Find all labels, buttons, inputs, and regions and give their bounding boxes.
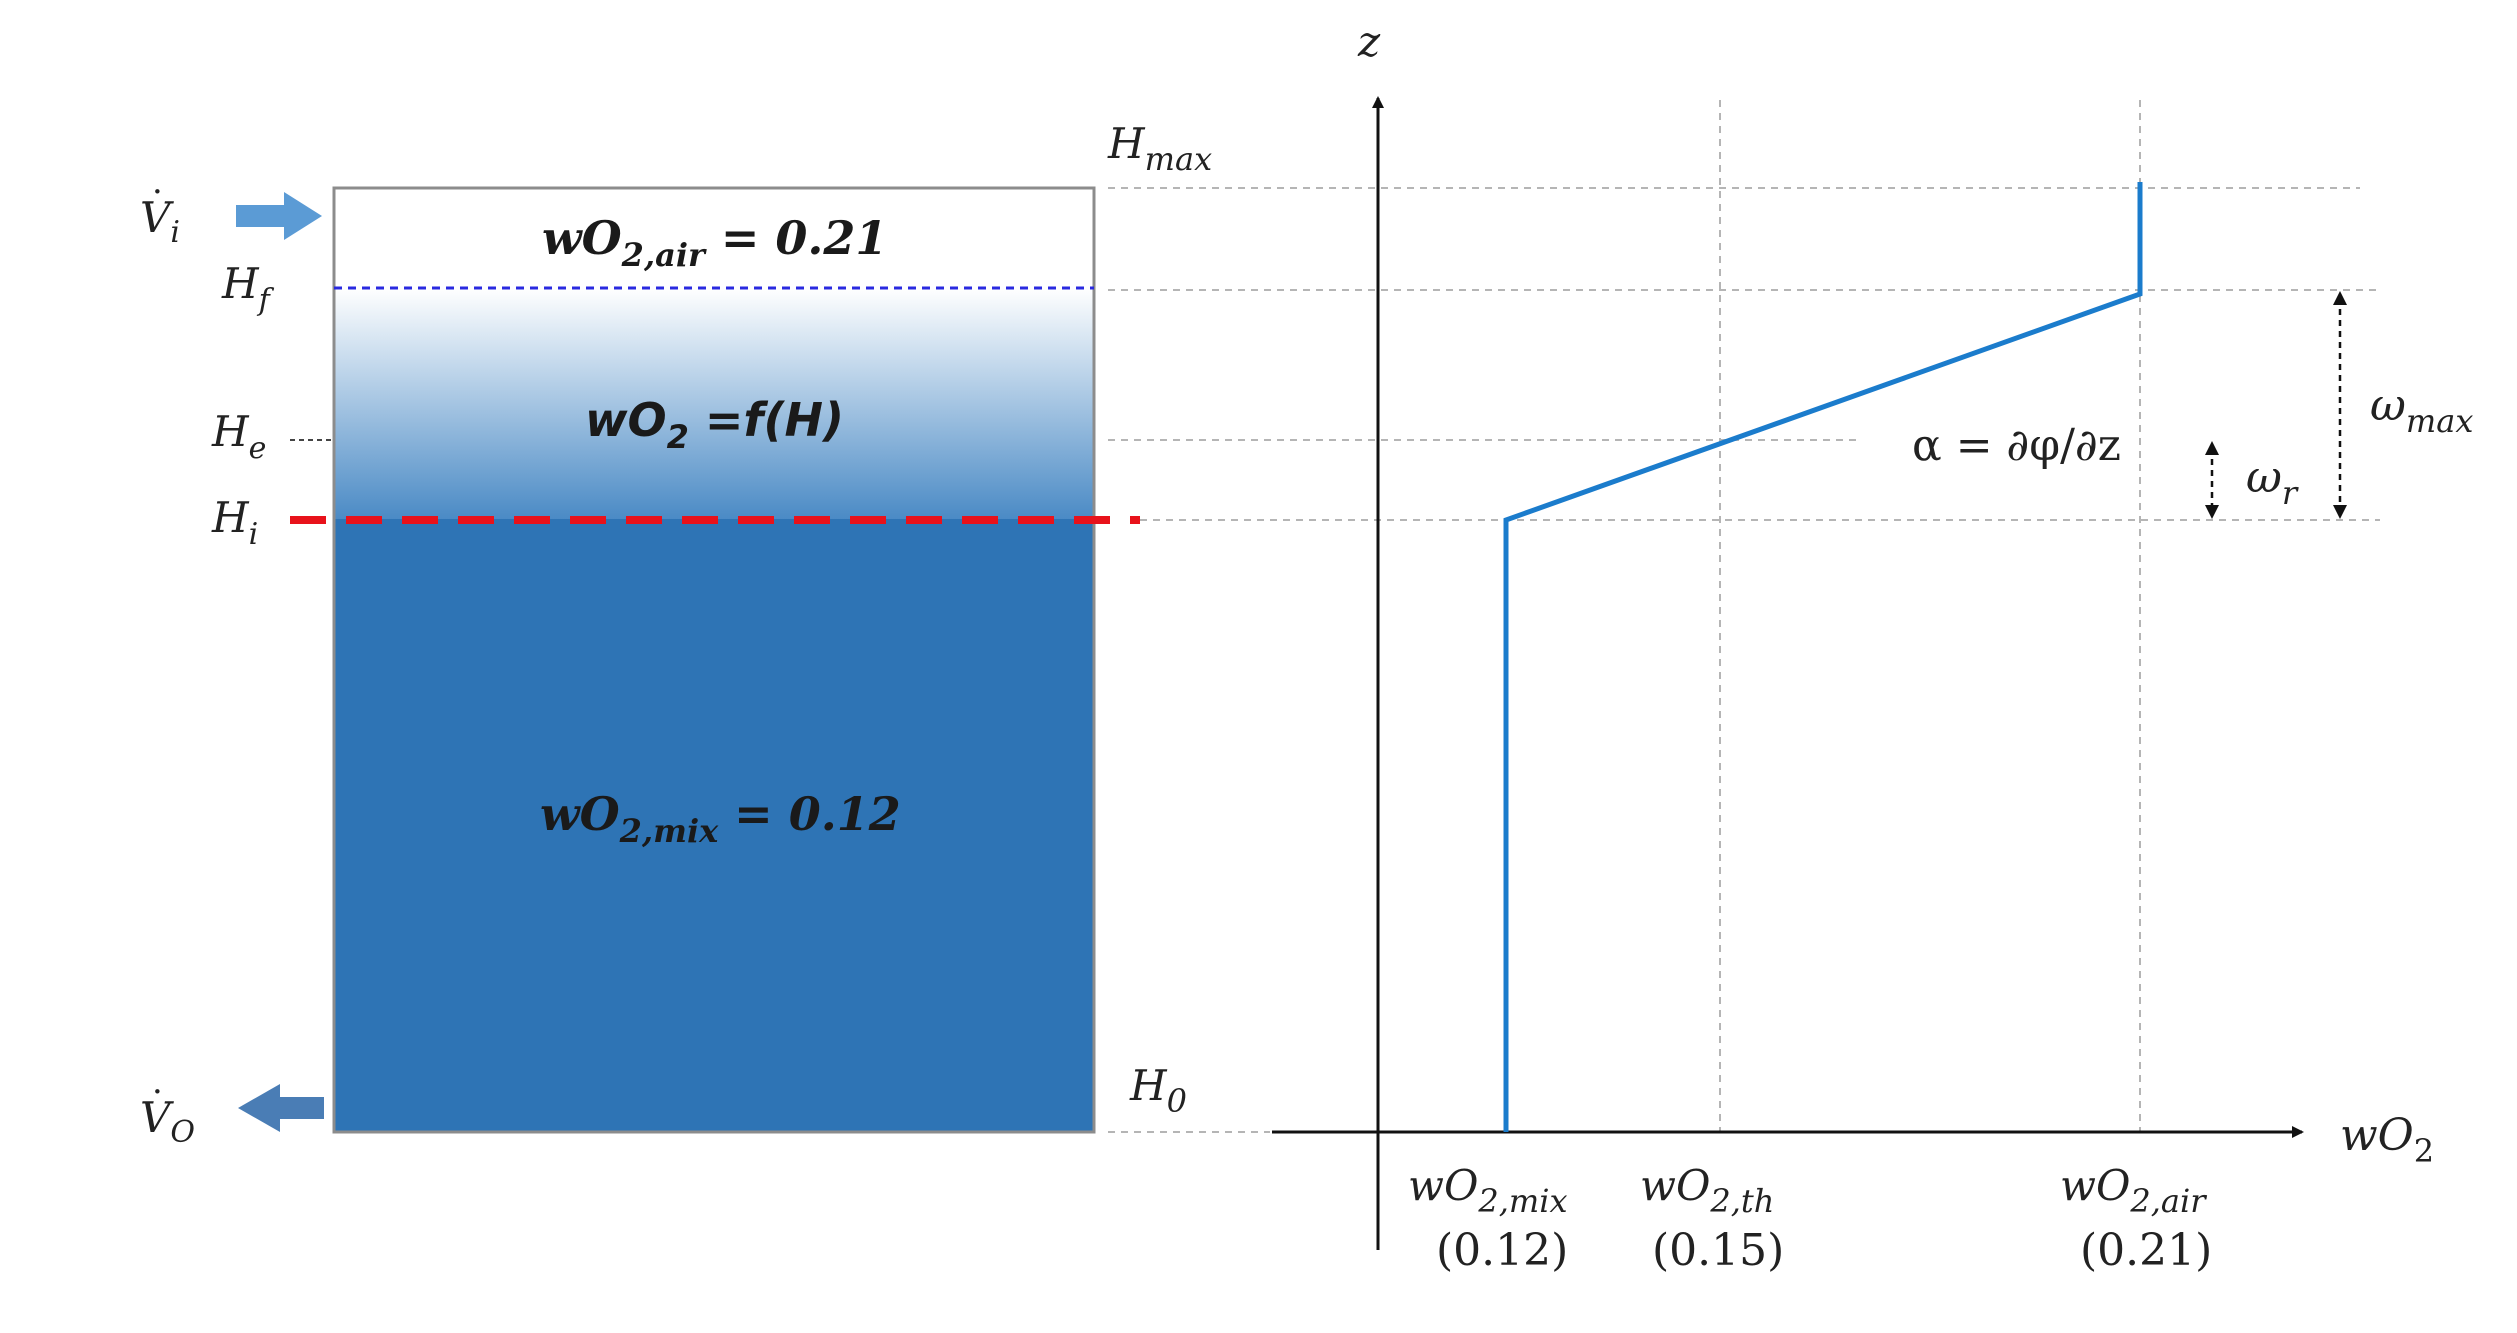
inflow-label: Vi (140, 193, 180, 250)
level-guides (1108, 187, 2380, 1133)
mix-fraction-label: wO2,mix = 0.12 (540, 787, 901, 850)
tank-outline (332, 186, 1096, 1134)
mix-zone (334, 519, 1094, 1132)
outflow-dot: · (152, 1072, 163, 1112)
air-zone (334, 188, 1094, 290)
z-axis-label: z (1357, 17, 1381, 66)
level-he-label: He (211, 407, 266, 466)
fraction-guides (1719, 100, 2141, 1132)
omega-max-label: ωmax (2370, 380, 2473, 440)
outflow-label: VO (140, 1093, 195, 1150)
tick-air-label: wO2,air (2060, 1161, 2207, 1220)
oxygen-profile-line (1503, 182, 2143, 1132)
air-fraction-label: wO2,air = 0.21 (542, 211, 887, 274)
outflow-arrow (238, 1084, 324, 1132)
inflow-arrow (236, 192, 322, 240)
wo2-axis-label: wO2 (2340, 1110, 2434, 1170)
inflow-dot: · (152, 172, 163, 212)
omega-r-label: ωr (2246, 452, 2299, 512)
alpha-label: α = ∂φ/∂z (1912, 420, 2121, 471)
level-h0-label: H0 (1129, 1061, 1187, 1120)
gradient-fraction-label: wO2 =f(H) (585, 393, 844, 456)
level-hf-label: Hf (221, 259, 275, 318)
gradient-zone (334, 288, 1094, 520)
level-hmax-label: Hmax (1107, 119, 1212, 178)
tick-mix-value: (0.12) (1436, 1225, 1568, 1276)
tank (290, 186, 1140, 1134)
level-hi-label: Hi (211, 493, 258, 552)
tick-mix-label: wO2,mix (1408, 1161, 1568, 1220)
tick-air-value: (0.21) (2080, 1225, 2212, 1276)
tick-th-label: wO2,th (1640, 1161, 1774, 1220)
tick-th-value: (0.15) (1652, 1225, 1784, 1276)
